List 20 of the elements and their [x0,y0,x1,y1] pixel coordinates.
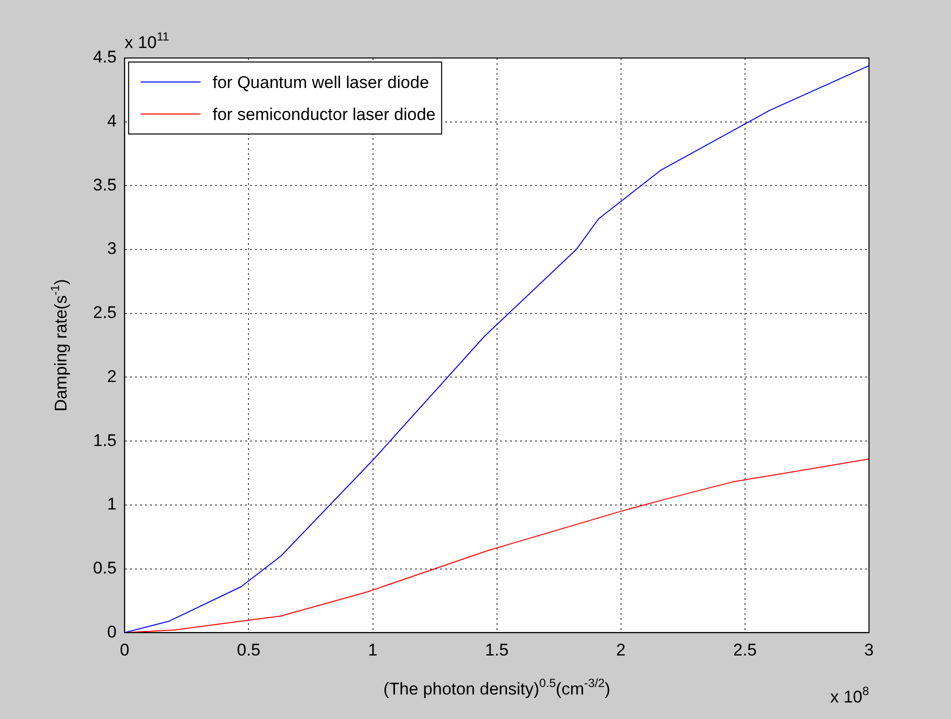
x-tick-label: 3 [864,640,874,660]
y-axis-title: Damping rate(s-1) [48,279,71,412]
y-tick-label: 3.5 [92,175,117,194]
y-tick-label: 1.5 [92,430,117,450]
y-tick-label: 4 [107,112,117,131]
y-tick-label: 4.5 [92,48,117,67]
y-tick-label: 0.5 [92,558,117,578]
y-tick-label: 1 [107,494,117,514]
x-tick-label: 2.5 [733,640,757,660]
y-tick-label: 3 [107,239,117,258]
x-tick-label: 1.5 [484,640,509,660]
y-tick-label: 2 [107,366,117,386]
x-tick-label: 1 [368,640,378,660]
x-tick-label: 2 [616,640,626,660]
y-tick-label: 2.5 [92,303,117,322]
legend-label: for semiconductor laser diode [212,105,436,124]
x-tick-label: 0 [120,640,130,660]
legend-label: for Quantum well laser diode [212,73,430,92]
y-tick-label: 0 [107,622,117,642]
x-tick-label: 0.5 [236,640,261,660]
